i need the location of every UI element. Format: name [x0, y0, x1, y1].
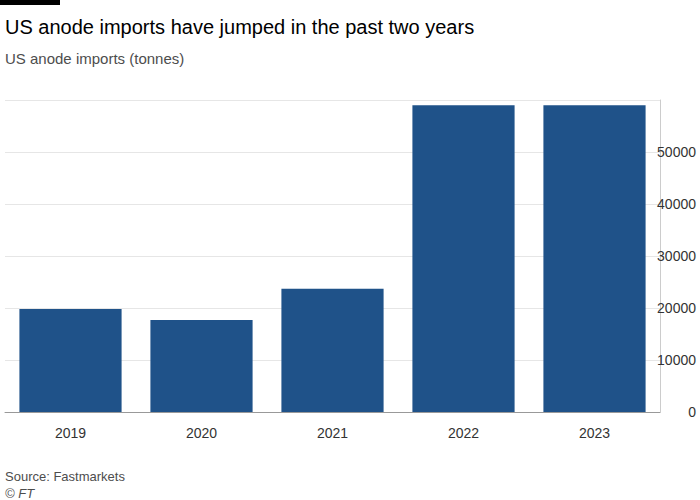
svg-text:US anode imports have jumped i: US anode imports have jumped in the past…	[5, 16, 474, 38]
svg-text:2022: 2022	[448, 425, 479, 441]
svg-text:0: 0	[688, 404, 696, 420]
svg-text:US anode imports (tonnes): US anode imports (tonnes)	[5, 50, 184, 67]
svg-text:2019: 2019	[55, 425, 86, 441]
svg-text:© FT: © FT	[5, 486, 35, 500]
svg-text:40000: 40000	[657, 196, 696, 212]
svg-text:2023: 2023	[579, 425, 610, 441]
svg-text:50000: 50000	[657, 144, 696, 160]
svg-text:2021: 2021	[317, 425, 348, 441]
svg-text:2020: 2020	[186, 425, 217, 441]
svg-text:Source: Fastmarkets: Source: Fastmarkets	[5, 469, 125, 484]
svg-text:20000: 20000	[657, 300, 696, 316]
svg-text:30000: 30000	[657, 248, 696, 264]
svg-text:10000: 10000	[657, 352, 696, 368]
